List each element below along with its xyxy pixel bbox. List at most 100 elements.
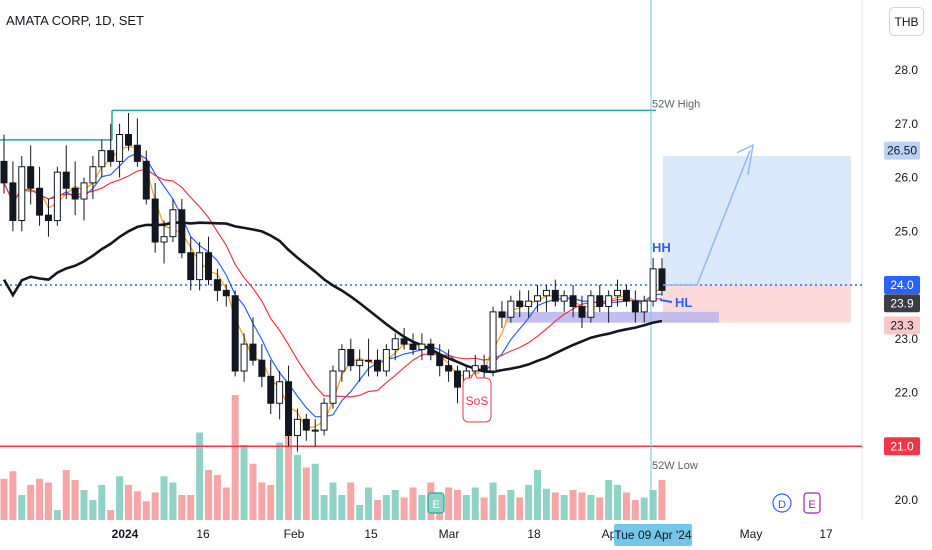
target-price-badge: 26.50 <box>887 144 917 158</box>
ma-price-badge-bg <box>884 294 920 313</box>
candle-body <box>489 311 497 372</box>
candle-body <box>62 171 70 189</box>
dividend-marker <box>772 493 792 513</box>
volume-bar <box>53 510 61 520</box>
candle-body <box>471 365 479 372</box>
volume-bar <box>9 471 17 520</box>
volume-bar <box>498 495 506 520</box>
candle-body <box>9 182 17 221</box>
volume-bar <box>187 495 195 520</box>
volume-bar <box>640 497 648 520</box>
volume-bar <box>587 495 595 520</box>
candle-body <box>640 300 648 313</box>
volume-bar <box>196 432 204 520</box>
candle-body <box>267 375 275 404</box>
candle-body <box>116 134 124 162</box>
crosshair-date-label: Tue 09 Apr '24 <box>614 528 692 542</box>
candle-body <box>453 370 461 388</box>
y-tick-label: 27.0 <box>895 117 919 131</box>
candle-body <box>142 160 150 200</box>
candle-body <box>213 279 221 291</box>
volume-bar <box>276 442 284 520</box>
candle-body <box>258 359 266 377</box>
volume-bar <box>382 495 390 520</box>
candle-body <box>80 182 88 200</box>
volume-bar <box>605 480 613 520</box>
currency-button[interactable]: THB <box>889 7 924 36</box>
x-tick-label: 16 <box>196 527 210 541</box>
volume-bar <box>62 470 70 520</box>
sos-label: SoS <box>466 394 489 408</box>
y-tick-label: 20.0 <box>895 493 919 507</box>
candle-body <box>622 289 630 302</box>
volume-bar <box>658 480 666 520</box>
candle-body <box>311 429 319 432</box>
candle-body <box>151 198 159 243</box>
volume-bar <box>596 497 604 520</box>
candle-body <box>400 338 408 345</box>
volume-bar <box>178 495 186 520</box>
candle-body <box>107 150 115 162</box>
volume-bar <box>551 492 559 520</box>
candle-body <box>98 150 106 168</box>
ma-black-line <box>2 221 663 374</box>
volume-bar <box>169 482 177 520</box>
candle-body <box>614 289 622 297</box>
candle-body <box>36 187 44 216</box>
low-52w-label: 52W Low <box>652 460 698 472</box>
candle-body <box>187 252 195 281</box>
volume-bar <box>462 495 470 520</box>
volume-bar <box>489 482 497 520</box>
volume-bar <box>98 485 106 520</box>
volume-bar <box>205 470 213 520</box>
candle-body <box>178 209 186 254</box>
x-tick-label: May <box>740 527 763 541</box>
candle-body <box>516 300 524 307</box>
support-zone <box>505 311 719 323</box>
candle-body <box>560 295 568 302</box>
candle-body <box>382 349 390 372</box>
candle-body <box>391 338 399 350</box>
volume-bar <box>142 501 150 520</box>
hl-label: HL <box>675 295 692 310</box>
event-marker-label: E <box>808 499 815 511</box>
x-tick-label: 2024 <box>112 527 139 541</box>
candle-body <box>534 295 542 302</box>
candle-body <box>418 343 426 350</box>
sos-callout <box>462 370 492 423</box>
candle-body <box>329 370 337 404</box>
volume-bar <box>338 495 346 520</box>
stop-price-badge-bg <box>884 316 920 335</box>
candle-body <box>44 214 52 221</box>
last-price-badge-bg <box>884 276 920 294</box>
candle-body <box>205 252 213 281</box>
volume-bar <box>445 487 453 520</box>
candle-body <box>498 311 506 318</box>
volume-bar <box>27 485 35 520</box>
volume-bar <box>356 505 364 520</box>
volume-bar <box>578 492 586 520</box>
x-tick-label: 15 <box>364 527 378 541</box>
event-marker-label: E <box>432 499 439 511</box>
volume-bar <box>107 510 115 520</box>
candle-body <box>133 144 141 162</box>
earnings-marker <box>803 492 821 514</box>
volume-bar <box>89 500 97 520</box>
candle-body <box>569 295 577 307</box>
candle-body <box>338 349 346 372</box>
volume-bar <box>418 495 426 520</box>
candle-body <box>276 381 284 404</box>
hl-marker <box>659 299 673 303</box>
candle-body <box>427 343 435 356</box>
volume-bar <box>329 482 337 520</box>
volume-bar <box>480 497 488 520</box>
volume-bar <box>249 463 257 520</box>
volume-bar <box>213 475 221 520</box>
candle-body <box>285 381 293 436</box>
candle-body <box>507 300 515 318</box>
projection-arrow-head <box>736 143 754 175</box>
y-tick-label: 28.0 <box>895 63 919 77</box>
candle-body <box>551 289 559 302</box>
volume-bar <box>365 487 373 520</box>
